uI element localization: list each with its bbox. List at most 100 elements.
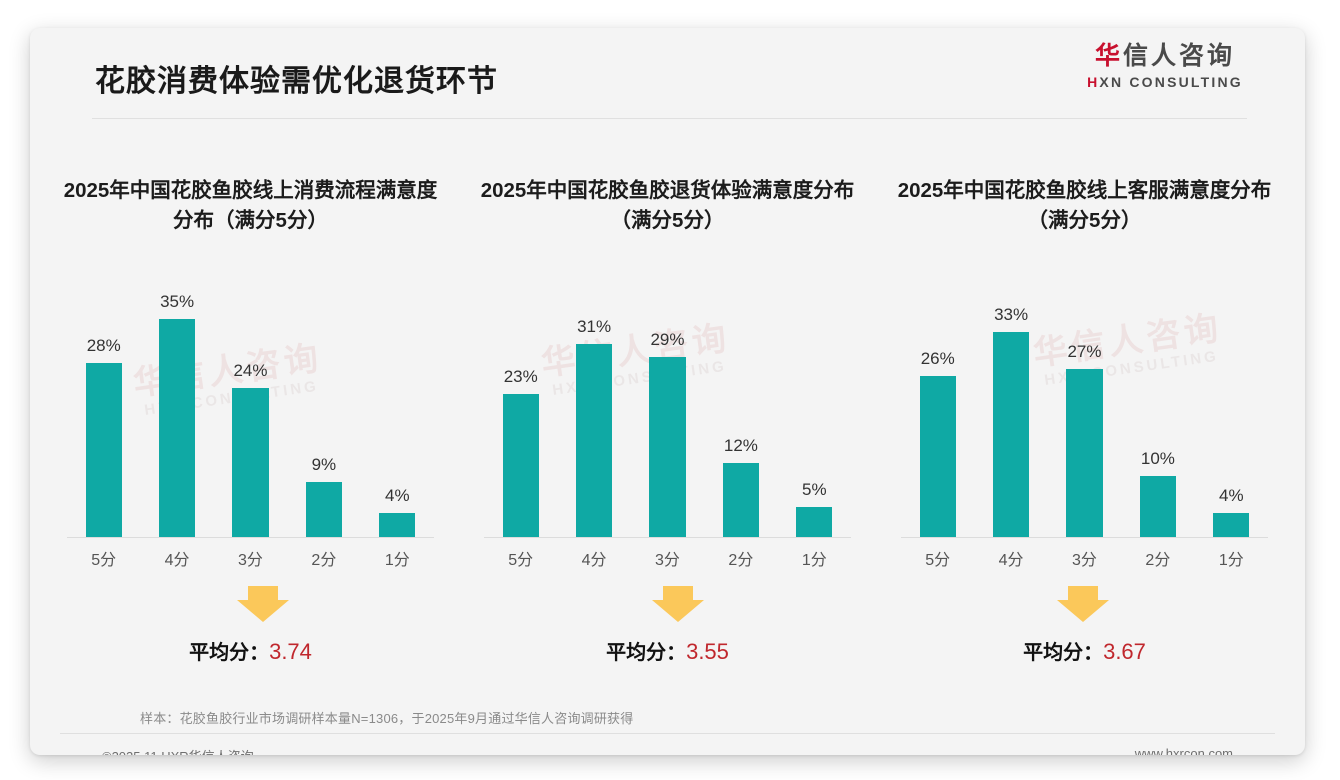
bar-column: 28% [71,288,137,538]
chart-baseline [484,537,851,538]
down-arrow-head-icon [651,600,704,622]
bar-column: 4% [364,288,430,538]
x-axis-tick: 4分 [581,552,607,569]
average-label: 平均分： [1023,642,1104,664]
bar [992,331,1030,538]
bar-column: 29% [634,288,700,538]
x-axis-tick: 5分 [91,552,117,569]
bar-column: 27% [1051,288,1117,538]
chart-title-2: 2025年中国花胶鱼胶退货体验满意度分布（满分5分） [480,179,855,232]
source-footnote: 样本：花胶鱼胶行业市场调研样本量N=1306，于2025年9月通过华信人咨询调研… [140,711,634,726]
bar-column: 4% [1198,288,1264,538]
footer-divider [60,733,1275,734]
bar [1139,475,1177,538]
chart-panel-2: 2025年中国花胶鱼胶退货体验满意度分布（满分5分） 华信人咨询 HXN CON… [459,148,876,668]
bar [85,363,122,538]
chart-plot-3: 26% 33% 27% 10% [901,288,1268,538]
bar-value-label: 33% [994,304,1029,324]
x-axis-tick: 2分 [1145,552,1171,569]
x-axis-labels-3: 5分 4分 3分 2分 1分 [901,546,1268,570]
average-score-3: 平均分：3.67 [876,636,1293,665]
logo-english-text: HXN CONSULTING [1065,74,1265,90]
bar-value-label: 4% [384,486,410,505]
average-block-1: 平均分：3.74 [42,586,459,665]
bar-value-label: 29% [650,329,685,349]
bar [1066,369,1103,538]
bar-value-label: 35% [160,292,195,312]
company-logo: 华信人咨询 HXN CONSULTING [1065,42,1265,90]
bar [305,481,343,538]
chart-plot-2: 23% 31% 29% 12% [484,288,851,538]
chart-baseline [901,537,1268,538]
charts-row: 2025年中国花胶鱼胶线上消费流程满意度分布（满分5分） 华信人咨询 HXN C… [42,148,1293,668]
bar-value-label: 5% [801,479,827,499]
x-axis-tick: 5分 [925,552,951,569]
average-score-1: 平均分：3.74 [42,636,459,665]
x-axis-tick: 4分 [164,552,190,569]
bar-value-label: 28% [86,336,121,355]
x-axis-tick: 2分 [311,552,337,569]
bar-column: 23% [488,288,554,538]
chart-title-1: 2025年中国花胶鱼胶线上消费流程满意度分布（满分5分） [63,179,438,232]
header-divider [92,118,1247,119]
average-block-3: 平均分：3.67 [876,586,1293,665]
bar [796,506,833,538]
logo-en-rest: XN CONSULTING [1099,73,1243,90]
bar-value-label: 9% [311,454,337,474]
bar [1213,513,1250,538]
slide-header: 花胶消费体验需优化退货环节 华信人咨询 HXN CONSULTING [30,28,1305,120]
chart-panel-1: 2025年中国花胶鱼胶线上消费流程满意度分布（满分5分） 华信人咨询 HXN C… [42,148,459,668]
x-axis-tick: 1分 [801,552,827,569]
x-axis-labels-1: 5分 4分 3分 2分 1分 [67,546,434,570]
bar-value-label: 4% [1218,486,1244,505]
bar-value-label: 27% [1067,342,1102,362]
average-value: 3.67 [1103,639,1146,664]
bar-column: 35% [144,288,210,538]
logo-cn-rest: 信人咨询 [1123,42,1236,70]
bar-column: 31% [561,288,627,538]
slide-card: 花胶消费体验需优化退货环节 华信人咨询 HXN CONSULTING 2025年… [30,28,1305,755]
chart-baseline [67,537,434,538]
website-link[interactable]: www.hxrcon.com [1134,746,1233,755]
chart-panel-3: 2025年中国花胶鱼胶线上客服满意度分布（满分5分） 华信人咨询 HXN CON… [876,148,1293,668]
copyright-text: ©2025.11 HXR华信人咨询 [102,746,254,755]
bar-column: 26% [905,288,971,538]
bar-column: 33% [978,288,1044,538]
bar [158,319,196,538]
down-arrow-icon [247,586,278,600]
average-value: 3.74 [269,639,312,664]
down-arrow-head-icon [236,600,289,622]
average-score-2: 平均分：3.55 [459,636,876,665]
down-arrow-icon [1067,586,1098,600]
bar [232,388,269,538]
x-axis-labels-2: 5分 4分 3分 2分 1分 [484,546,851,570]
x-axis-tick: 3分 [238,552,263,569]
bar-column: 5% [781,288,847,538]
average-block-2: 平均分：3.55 [459,586,876,665]
bar [502,394,539,538]
x-axis-tick: 1分 [384,552,410,569]
down-arrow-icon [662,586,693,600]
slide-footer: ©2025.11 HXR华信人咨询 www.hxrcon.com [30,740,1305,755]
bar-column: 9% [291,288,357,538]
average-label: 平均分： [189,642,270,664]
logo-chinese-text: 华信人咨询 [1065,42,1265,71]
bar [722,463,760,538]
page-title: 花胶消费体验需优化退货环节 [95,65,498,98]
x-axis-tick: 4分 [998,552,1024,569]
bar-column: 24% [217,288,283,538]
bar [919,375,956,538]
bar-value-label: 26% [920,348,955,368]
logo-en-first-char: H [1087,73,1100,90]
bar-value-label: 23% [503,367,538,387]
x-axis-tick: 1分 [1218,552,1244,569]
average-label: 平均分： [606,642,687,664]
bar-value-label: 31% [577,317,612,337]
x-axis-tick: 5分 [508,552,534,569]
x-axis-tick: 3分 [1072,552,1097,569]
bar [379,513,416,538]
x-axis-tick: 2分 [728,552,754,569]
average-value: 3.55 [686,639,729,664]
bar-column: 10% [1125,288,1191,538]
chart-plot-1: 28% 35% 24% 9% [67,288,434,538]
